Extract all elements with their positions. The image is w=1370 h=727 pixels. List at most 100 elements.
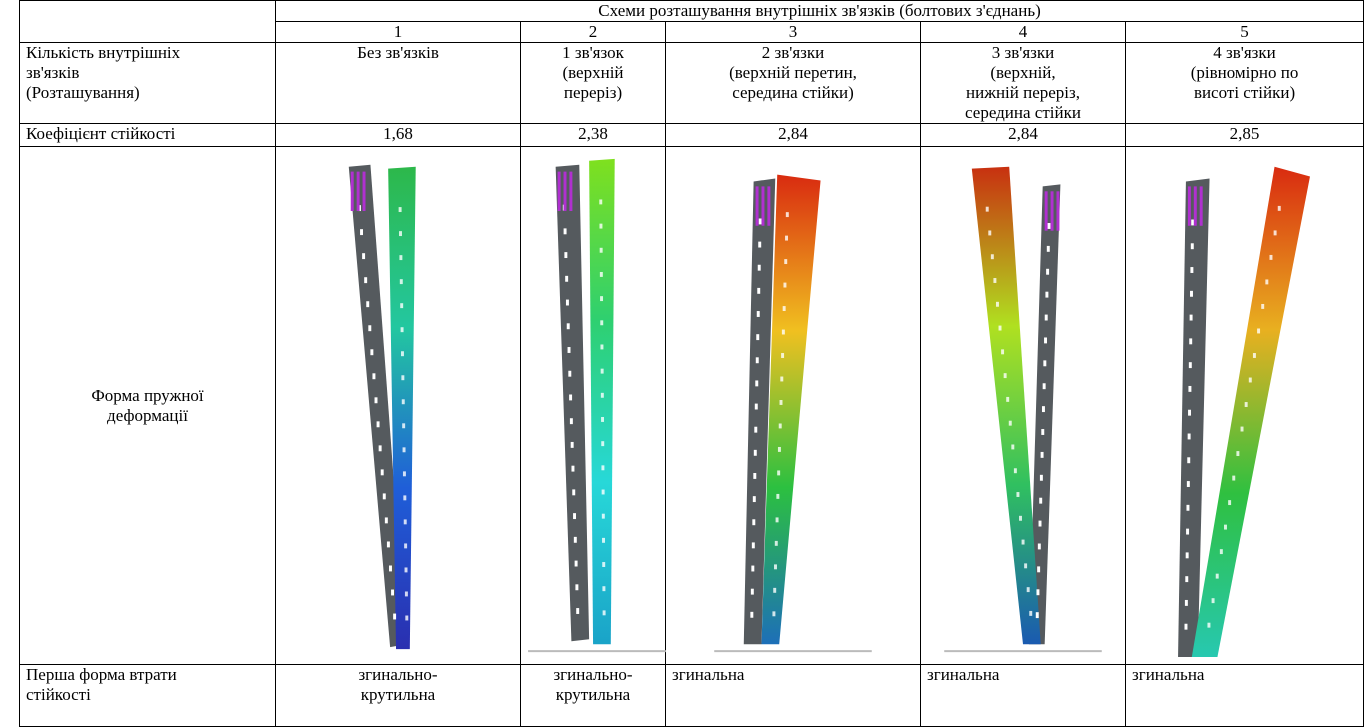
hole	[565, 276, 568, 282]
load-arrow	[1051, 191, 1054, 230]
row-label: Форма пружної деформації	[20, 147, 276, 665]
column-number: 3	[666, 22, 921, 43]
hole	[405, 591, 408, 596]
load-arrow	[357, 172, 360, 211]
load-arrow	[363, 172, 366, 211]
hole	[1040, 475, 1043, 481]
hole	[781, 353, 784, 358]
hole	[757, 288, 760, 294]
hole	[600, 272, 603, 277]
hole	[405, 567, 408, 572]
hole	[775, 541, 778, 546]
hole	[601, 393, 604, 398]
hole	[753, 473, 756, 479]
hole	[602, 586, 605, 591]
hole	[402, 399, 405, 404]
load-arrow	[351, 172, 354, 211]
hole	[751, 566, 754, 572]
load-arrow	[1056, 191, 1059, 230]
hole	[400, 303, 403, 308]
hole	[573, 513, 576, 519]
hole	[1019, 516, 1022, 521]
hole	[988, 230, 991, 235]
hole	[372, 373, 375, 379]
page: {"table": { "header": {"group": "Схеми р…	[0, 0, 1370, 721]
hole	[1184, 600, 1187, 606]
image-cell	[276, 147, 521, 665]
column-number: 1	[276, 22, 521, 43]
hole	[1042, 406, 1045, 412]
hole	[1024, 563, 1027, 568]
hole	[780, 377, 783, 382]
hole	[404, 519, 407, 524]
hole	[1037, 566, 1040, 572]
hole	[404, 543, 407, 548]
hole	[1029, 611, 1032, 616]
hole	[1257, 329, 1260, 334]
image-cell	[666, 147, 921, 665]
hole	[1188, 410, 1191, 416]
hole	[602, 514, 605, 519]
hole	[1190, 267, 1193, 273]
hole	[403, 447, 406, 452]
image-cell	[1126, 147, 1364, 665]
hole	[570, 418, 573, 424]
hole	[1186, 481, 1189, 487]
hole	[755, 380, 758, 386]
hole	[602, 538, 605, 543]
cell: згинально- крутильна	[276, 665, 521, 727]
hole	[1011, 444, 1014, 449]
hole	[778, 447, 781, 452]
hole	[566, 300, 569, 306]
hole	[774, 564, 777, 569]
hole	[1047, 246, 1050, 252]
hole	[1228, 500, 1231, 505]
hole	[750, 612, 753, 618]
hole	[1006, 397, 1009, 402]
load-arrow	[1045, 191, 1048, 230]
cell: Без зв'язків	[276, 43, 521, 124]
cell: 2,38	[521, 124, 666, 147]
hole	[754, 427, 757, 433]
hole	[1186, 529, 1189, 535]
gray-column	[556, 165, 589, 642]
hole	[758, 242, 761, 248]
load-arrow	[756, 186, 759, 225]
hole	[1184, 624, 1187, 630]
hole	[1004, 373, 1007, 378]
column-number: 2	[521, 22, 666, 43]
deformed-column	[972, 167, 1041, 645]
hole	[393, 614, 396, 620]
hole	[1185, 552, 1188, 558]
hole	[1261, 304, 1264, 309]
hole	[999, 326, 1002, 331]
hole	[1248, 378, 1251, 383]
hole	[401, 327, 404, 332]
hole	[1189, 315, 1192, 321]
hole	[1185, 576, 1188, 582]
hole	[754, 450, 757, 456]
hole	[1219, 549, 1222, 554]
hole	[986, 207, 989, 212]
hole	[600, 248, 603, 253]
hole	[385, 517, 388, 523]
deformation-figure	[318, 147, 478, 659]
hole	[399, 255, 402, 260]
hole	[377, 421, 380, 427]
cell: 1,68	[276, 124, 521, 147]
hole	[752, 542, 755, 548]
deformation-figure	[527, 147, 667, 659]
hole	[599, 224, 602, 229]
hole	[996, 302, 999, 307]
hole	[402, 423, 405, 428]
hole	[1244, 402, 1247, 407]
hole	[368, 325, 371, 331]
hole	[757, 311, 760, 317]
hole	[1009, 421, 1012, 426]
cell: 3 зв'язки (верхній, нижній переріз, сере…	[921, 43, 1126, 124]
hole	[772, 611, 775, 616]
hole	[780, 400, 783, 405]
hole	[601, 417, 604, 422]
hole	[1188, 386, 1191, 392]
load-arrow	[1193, 186, 1196, 225]
